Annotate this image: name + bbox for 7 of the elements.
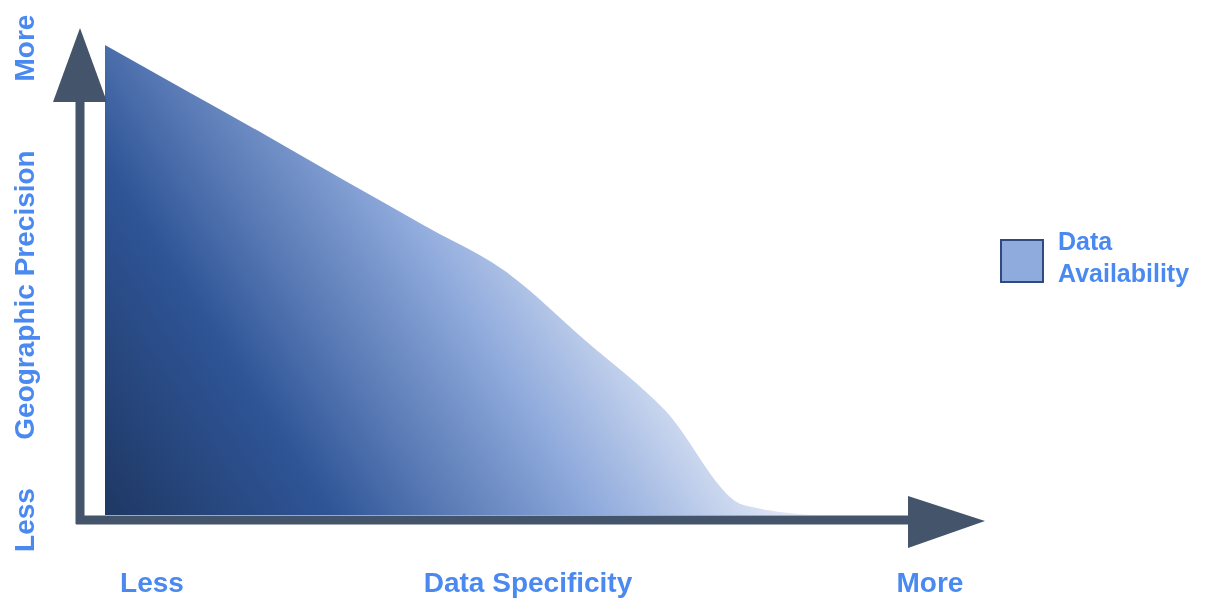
text: More <box>896 567 964 598</box>
legend-label: Data Availability <box>1058 227 1190 287</box>
text: Less <box>9 488 40 552</box>
text: More <box>9 14 40 82</box>
x-axis-title: Data Specificity <box>423 567 633 598</box>
y-axis-title: Geographic Precision <box>9 150 40 440</box>
text: Less <box>120 567 184 598</box>
